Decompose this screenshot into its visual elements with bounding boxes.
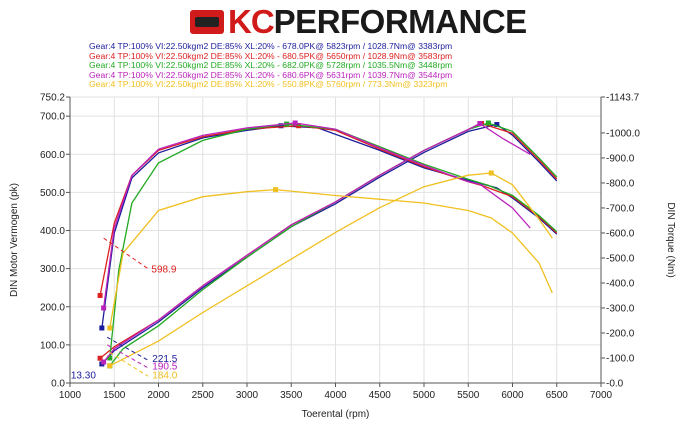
logo-performance-text: PERFORMANCE (273, 3, 528, 40)
annotation-label: 13.30 (71, 370, 96, 381)
power-curve (99, 122, 558, 359)
x-tick-label: 1000 (59, 390, 82, 401)
y-right-axis-title: DIN Torque (Nm) (665, 202, 676, 277)
x-tick-label: 4000 (324, 390, 347, 401)
x-tick-label: 5000 (413, 390, 436, 401)
annotation-label: 221.5 (152, 354, 177, 365)
power-start-marker (107, 363, 113, 369)
y-right-tick-label: -200.0 (606, 328, 635, 339)
annotation-label: 598.9 (151, 264, 176, 275)
power-peak-marker (477, 121, 483, 127)
y-left-tick-label: 400.0 (40, 226, 65, 237)
power-start-marker (101, 359, 107, 365)
y-right-tick-label: -1000.0 (606, 128, 640, 139)
torque-start-marker (101, 305, 107, 311)
y-left-tick-label: 500.0 (40, 188, 65, 199)
power-peak-marker (494, 122, 500, 128)
y-right-tick-label: -800.0 (606, 178, 635, 189)
x-tick-label: 6000 (501, 390, 524, 401)
torque-start-marker (107, 355, 113, 361)
logo-badge-icon (190, 10, 224, 34)
power-curve (103, 122, 531, 363)
y-right-tick-label: -300.0 (606, 303, 635, 314)
annotation-leader (109, 352, 149, 377)
y-left-tick-label: 0.0 (51, 379, 65, 390)
y-left-tick-label: 750.2 (40, 93, 65, 104)
torque-start-marker (97, 292, 103, 298)
kc-performance-logo: KC PERFORMANCE (190, 3, 528, 40)
annotation-leader (103, 237, 149, 270)
annotation-label: 190.5 (152, 362, 177, 373)
y-left-tick-label: 600.0 (40, 150, 65, 161)
annotation-leader (106, 344, 149, 369)
legend-entry: Gear:4 TP:100% VI:22.50kgm2 DE:85% XL:20… (89, 69, 453, 80)
y-right-tick-label: -900.0 (606, 153, 635, 164)
x-tick-label: 5500 (457, 390, 480, 401)
x-tick-label: 2000 (147, 390, 170, 401)
y-left-axis-title: DIN Motor Vermogen (pk) (9, 183, 20, 297)
power-curve (101, 123, 558, 365)
run-legend: Gear:4 TP:100% VI:22.50kgm2 DE:85% XL:20… (89, 41, 609, 90)
legend-entry: Gear:4 TP:100% VI:22.50kgm2 DE:85% XL:20… (89, 60, 453, 71)
x-tick-label: 6500 (546, 390, 569, 401)
legend-entry: Gear:4 TP:100% VI:22.50kgm2 DE:85% XL:20… (89, 50, 453, 61)
y-right-tick-label: -400.0 (606, 278, 635, 289)
y-right-tick-label: -600.0 (606, 228, 635, 239)
x-tick-label: 7000 (590, 390, 613, 401)
y-left-tick-label: 100.0 (40, 340, 65, 351)
torque-curve (109, 123, 558, 359)
torque-start-marker (107, 325, 113, 331)
power-peak-marker (485, 120, 491, 126)
y-right-tick-label: -700.0 (606, 203, 635, 214)
power-start-marker (97, 355, 103, 361)
torque-curve (101, 125, 558, 329)
torque-curve (102, 122, 531, 309)
annotation-leader (106, 336, 149, 361)
x-tick-label: 2500 (192, 390, 215, 401)
y-left-tick-label: 200.0 (40, 302, 65, 313)
torque-peak-marker (292, 120, 298, 126)
y-right-tick-label: -1143.7 (606, 93, 640, 104)
y-right-tick-label: -0.0 (606, 379, 624, 390)
y-right-tick-label: -500.0 (606, 253, 635, 264)
y-left-tick-label: 300.0 (40, 264, 65, 275)
torque-curve (109, 188, 553, 329)
x-tick-label: 3500 (280, 390, 303, 401)
legend-entry: Gear:4 TP:100% VI:22.50kgm2 DE:85% XL:20… (89, 79, 448, 90)
logo-kc-text: KC (228, 3, 275, 40)
y-right-tick-label: -100.0 (606, 353, 635, 364)
torque-peak-marker (273, 187, 279, 193)
legend-entry: Gear:4 TP:100% VI:22.50kgm2 DE:85% XL:20… (89, 41, 453, 51)
x-tick-label: 3000 (236, 390, 259, 401)
power-peak-marker (488, 170, 494, 176)
annotation-label: 184.0 (152, 370, 177, 381)
y-left-tick-label: 700.0 (40, 112, 65, 123)
x-axis-title: Toerental (rpm) (302, 409, 370, 420)
torque-start-marker (99, 325, 105, 331)
x-tick-label: 4500 (369, 390, 392, 401)
x-tick-label: 1500 (103, 390, 126, 401)
power-curve (109, 172, 553, 367)
torque-peak-marker (278, 123, 284, 129)
